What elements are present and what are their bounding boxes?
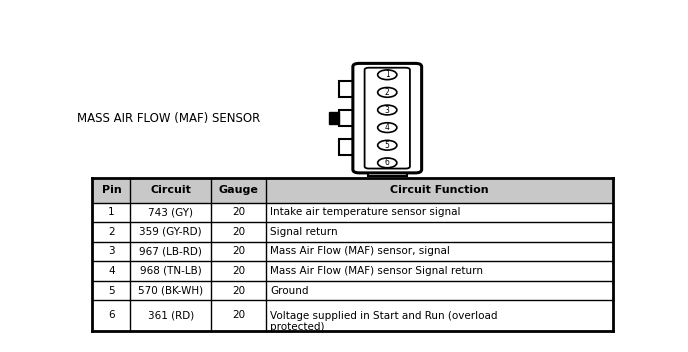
Text: 967 (LB-RD): 967 (LB-RD) [139,246,202,257]
Text: 4: 4 [108,266,115,276]
Text: Ground: Ground [270,285,308,296]
Circle shape [378,158,397,168]
Text: 6: 6 [108,310,115,320]
Text: 20: 20 [232,227,245,237]
Text: 2: 2 [385,88,389,97]
FancyBboxPatch shape [339,110,359,126]
FancyBboxPatch shape [353,63,422,173]
Text: MASS AIR FLOW (MAF) SENSOR: MASS AIR FLOW (MAF) SENSOR [77,112,260,125]
Text: Voltage supplied in Start and Run (overload
protected): Voltage supplied in Start and Run (overl… [270,311,497,332]
Text: 20: 20 [232,266,245,276]
Text: Intake air temperature sensor signal: Intake air temperature sensor signal [270,207,460,218]
Text: 968 (TN-LB): 968 (TN-LB) [140,266,202,276]
FancyBboxPatch shape [92,222,613,242]
Text: 5: 5 [385,141,389,150]
Text: 3: 3 [108,246,115,257]
FancyBboxPatch shape [92,300,613,331]
Text: 20: 20 [232,310,245,320]
Text: 1: 1 [108,207,115,218]
FancyBboxPatch shape [339,81,359,97]
FancyBboxPatch shape [92,261,613,281]
Text: 3: 3 [385,106,389,114]
FancyBboxPatch shape [330,112,339,124]
Circle shape [378,88,397,97]
Text: Mass Air Flow (MAF) sensor Signal return: Mass Air Flow (MAF) sensor Signal return [270,266,483,276]
Circle shape [378,123,397,132]
Text: Gauge: Gauge [218,185,258,195]
Text: 20: 20 [232,246,245,257]
Text: Circuit: Circuit [150,185,191,195]
FancyBboxPatch shape [92,178,613,203]
Text: 4: 4 [385,123,389,132]
Text: 361 (RD): 361 (RD) [148,310,194,320]
FancyBboxPatch shape [92,281,613,300]
Text: 5: 5 [108,285,115,296]
Text: 20: 20 [232,207,245,218]
Text: 359 (GY-RD): 359 (GY-RD) [140,227,202,237]
FancyBboxPatch shape [365,68,410,169]
Text: Pin: Pin [102,185,121,195]
FancyBboxPatch shape [367,170,407,176]
Text: 1: 1 [385,70,389,79]
Text: 6: 6 [385,158,389,167]
Text: Circuit Function: Circuit Function [390,185,488,195]
FancyBboxPatch shape [339,139,359,155]
Circle shape [378,70,397,80]
FancyBboxPatch shape [92,203,613,222]
Text: 570 (BK-WH): 570 (BK-WH) [138,285,203,296]
Circle shape [378,140,397,150]
Text: Signal return: Signal return [270,227,338,237]
Text: 2: 2 [108,227,115,237]
Text: 20: 20 [232,285,245,296]
Text: Mass Air Flow (MAF) sensor, signal: Mass Air Flow (MAF) sensor, signal [270,246,450,257]
FancyBboxPatch shape [92,242,613,261]
Circle shape [378,105,397,115]
Text: 743 (GY): 743 (GY) [148,207,193,218]
